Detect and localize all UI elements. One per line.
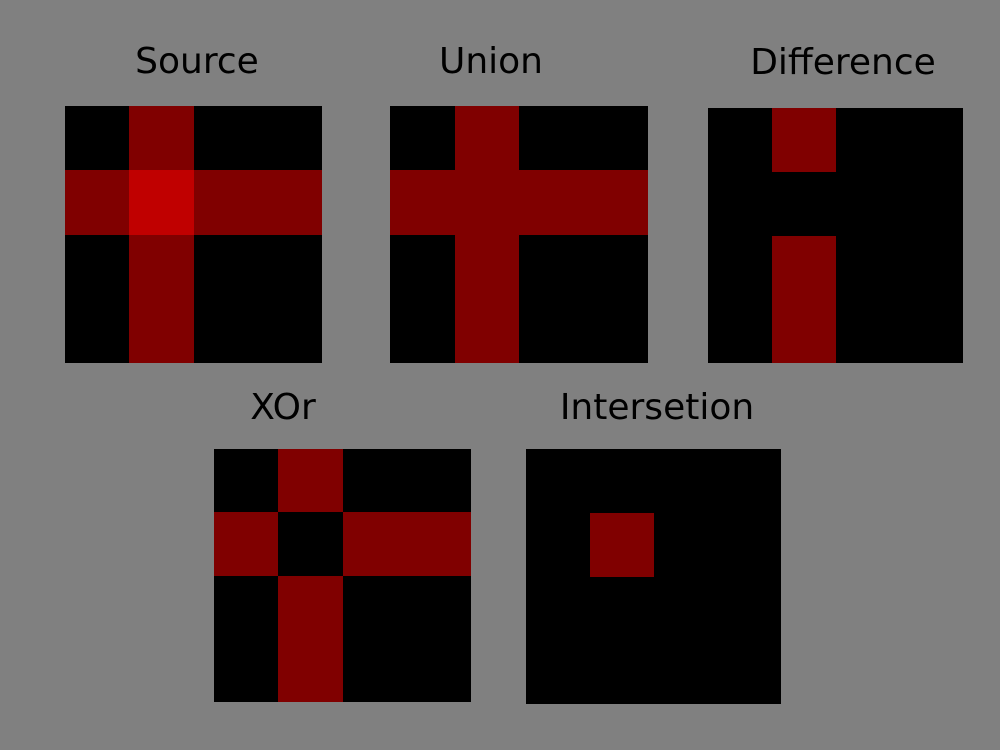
union-cell-r1-c2	[519, 170, 584, 235]
xor-cell-r1-c0	[214, 512, 278, 576]
difference-panel	[708, 108, 963, 363]
union-cell-r1-c3	[584, 170, 648, 235]
source-panel	[65, 106, 322, 363]
xor-cell-r1-c3	[407, 512, 471, 576]
union-cell-r3-c1	[455, 299, 519, 363]
source-cell-r0-c1	[129, 106, 194, 170]
source-cell-r2-c1	[129, 235, 194, 299]
difference-cell-r0-c1	[772, 108, 836, 172]
union-cell-r0-c1	[455, 106, 519, 170]
union-title: Union	[438, 41, 544, 82]
source-cell-r1-c0	[65, 170, 129, 235]
xor-title: XOr	[250, 387, 316, 428]
xor-cell-r3-c1	[278, 639, 343, 702]
difference-cell-r2-c1	[772, 236, 836, 299]
intersection-title: Intersetion	[559, 387, 755, 428]
xor-cell-r0-c1	[278, 449, 343, 512]
xor-panel	[214, 449, 471, 702]
source-title: Source	[135, 41, 259, 82]
source-cell-r1-c3	[258, 170, 322, 235]
difference-cell-r3-c1	[772, 299, 836, 363]
source-cell-r3-c1	[129, 299, 194, 363]
union-cell-r1-c1	[455, 170, 519, 235]
intersection-cell-r1-c1	[590, 513, 654, 577]
union-cell-r1-c0	[390, 170, 455, 235]
source-cell-r1-c2	[194, 170, 258, 235]
xor-cell-r1-c2	[343, 512, 407, 576]
intersection-panel	[526, 449, 781, 704]
source-cell-r1-c1	[129, 170, 194, 235]
difference-title: Difference	[750, 42, 936, 83]
union-cell-r2-c1	[455, 235, 519, 299]
union-panel	[390, 106, 648, 363]
xor-cell-r2-c1	[278, 576, 343, 639]
